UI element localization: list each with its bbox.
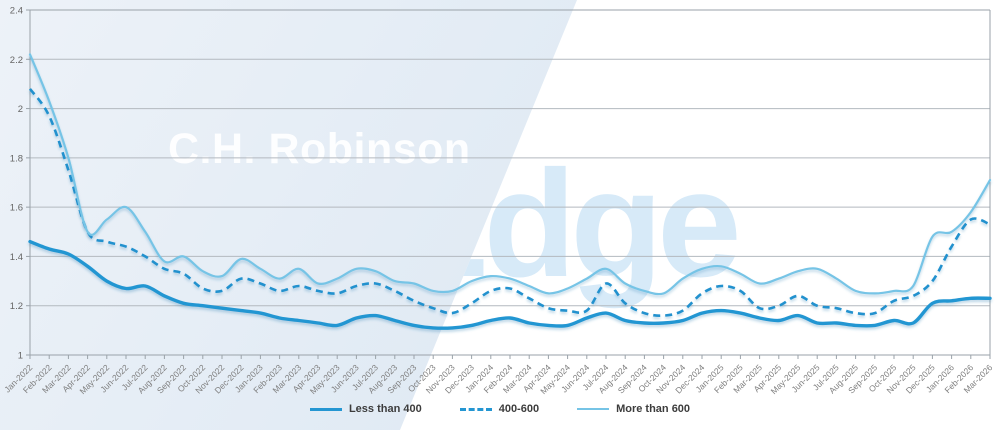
legend-item-more-than-600: More than 600: [577, 403, 690, 415]
y-axis-label: 1.8: [10, 153, 23, 164]
y-axis-label: 2.2: [10, 55, 23, 66]
y-axis-label: 1.6: [10, 203, 23, 214]
legend-label: 400-600: [498, 403, 540, 415]
series-line-more-than-600: [28, 53, 992, 296]
legend-item-400-600: 400-600: [459, 403, 540, 415]
y-axis-label: 2.4: [10, 6, 23, 17]
legend-swatch-solid-line: [309, 407, 342, 411]
series-line-less-than-400: [28, 239, 992, 330]
ch-robinson-watermark: C.H. Robinson: [168, 125, 471, 173]
chart-legend: Less than 400 400-600 More than 600: [0, 403, 1000, 415]
legend-swatch-dashed-line: [459, 407, 492, 411]
legend-swatch-thin-line: [577, 408, 610, 410]
legend-label: Less than 400: [348, 403, 422, 415]
y-axis-label: 1.2: [10, 301, 23, 312]
y-axis-label: 1.4: [10, 252, 23, 263]
y-axis-label: 1: [18, 351, 23, 362]
legend-label: More than 600: [616, 403, 691, 415]
legend-item-less-than-400: Less than 400: [309, 403, 422, 415]
y-axis-label: 2: [18, 104, 23, 115]
series-line-400-600: [28, 88, 991, 317]
